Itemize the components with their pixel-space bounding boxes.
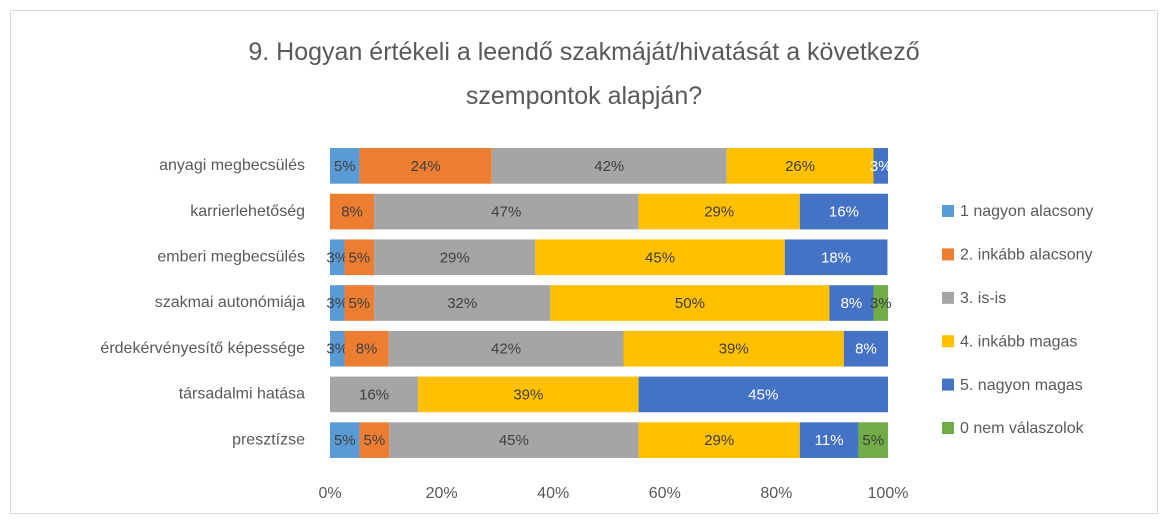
bar-segment	[550, 285, 830, 321]
data-label: 5%	[334, 432, 356, 449]
y-tick-label: szakmai autonómiája	[155, 294, 305, 311]
x-tick-label: 0%	[318, 485, 341, 502]
bar-segment	[418, 376, 639, 413]
bar-segment	[389, 422, 639, 458]
data-label: 3%	[326, 341, 348, 358]
bar-segment	[344, 239, 375, 276]
bar-segment	[330, 239, 345, 276]
legend-label: 0 nem válaszolok	[960, 420, 1085, 437]
data-label: 50%	[675, 295, 705, 312]
bar-segment	[858, 422, 888, 458]
legend-swatch	[942, 378, 954, 391]
data-label: 3%	[870, 295, 892, 312]
bar-segment	[623, 330, 844, 367]
y-tick-label: társadalmi hatása	[179, 386, 305, 403]
bar-segment	[374, 285, 551, 321]
chart-title: 9. Hogyan értékeli a leendő szakmáját/hi…	[248, 38, 920, 110]
data-label: 8%	[356, 341, 378, 358]
data-label: 42%	[491, 341, 521, 358]
data-label: 29%	[440, 249, 470, 266]
x-tick-label: 100%	[868, 485, 909, 502]
x-tick-label: 40%	[537, 485, 569, 502]
bar-segment	[388, 330, 624, 367]
data-label: 42%	[594, 158, 624, 175]
bar-segment	[843, 330, 888, 367]
data-label: 5%	[348, 295, 370, 312]
data-label: 8%	[841, 295, 863, 312]
legend-label: 4. inkább magas	[960, 333, 1077, 350]
data-label: 45%	[645, 249, 675, 266]
legend-label: 1 nagyon alacsony	[960, 203, 1093, 220]
legend-swatch	[942, 205, 954, 217]
bar-segment	[535, 239, 785, 276]
data-label: 5%	[364, 432, 386, 449]
bar-segment	[330, 330, 345, 367]
data-label: 3%	[326, 249, 348, 266]
bar-segment	[330, 148, 360, 184]
y-tick-label: karrierlehetőség	[190, 203, 305, 220]
legend-swatch	[942, 291, 954, 304]
bar-segment	[330, 422, 360, 458]
data-label: 18%	[821, 249, 851, 266]
bar-segment	[344, 330, 389, 367]
bar-segment	[784, 239, 888, 276]
data-label: 45%	[748, 386, 778, 403]
bar-segment	[638, 422, 800, 458]
data-label: 5%	[348, 249, 370, 266]
bar-segment	[638, 376, 888, 413]
data-label: 45%	[499, 432, 529, 449]
data-label: 8%	[341, 204, 363, 221]
legend-label: 5. nagyon magas	[960, 377, 1083, 394]
data-label: 16%	[829, 204, 859, 221]
data-label: 24%	[411, 158, 441, 175]
bar-segment	[873, 148, 888, 184]
legend-swatch	[942, 335, 954, 348]
data-label: 47%	[491, 204, 521, 221]
data-label: 5%	[334, 158, 356, 175]
data-label: 3%	[326, 295, 348, 312]
data-label: 3%	[870, 158, 892, 175]
data-label: 16%	[359, 386, 389, 403]
data-label: 39%	[513, 386, 543, 403]
y-tick-label: emberi megbecsülés	[157, 249, 305, 266]
legend-swatch	[942, 422, 954, 434]
bar-segment	[491, 148, 727, 184]
bar-segment	[799, 193, 888, 230]
bar-segment	[799, 422, 859, 458]
data-label: 29%	[704, 204, 734, 221]
bar-segment	[726, 148, 874, 184]
bar-segment	[829, 285, 874, 321]
x-tick-label: 60%	[649, 485, 681, 502]
legend-label: 3. is-is	[960, 290, 1006, 307]
data-label: 26%	[785, 158, 815, 175]
data-label: 11%	[815, 432, 844, 449]
bar-segment	[873, 285, 888, 321]
data-label: 39%	[719, 341, 749, 358]
y-tick-label: anyagi megbecsülés	[159, 157, 305, 174]
bar-segment	[374, 193, 639, 230]
y-tick-label: presztízse	[232, 431, 305, 448]
legend-swatch	[942, 248, 954, 261]
bar-segment	[374, 239, 536, 276]
bar-segment	[344, 285, 375, 321]
data-label: 29%	[704, 432, 734, 449]
x-tick-label: 80%	[760, 485, 792, 502]
y-tick-label: érdekérvényesítő képessége	[100, 340, 305, 357]
bar-segment	[330, 193, 375, 230]
legend-label: 2. inkább alacsony	[960, 247, 1093, 264]
bar-segment	[359, 422, 390, 458]
data-label: 32%	[447, 295, 477, 312]
data-label: 8%	[855, 341, 877, 358]
bar-segment	[330, 285, 345, 321]
bar-segment	[359, 148, 492, 184]
bar-segment	[638, 193, 800, 230]
x-tick-label: 20%	[426, 485, 458, 502]
data-label: 5%	[862, 432, 884, 449]
bar-segment	[330, 376, 419, 413]
